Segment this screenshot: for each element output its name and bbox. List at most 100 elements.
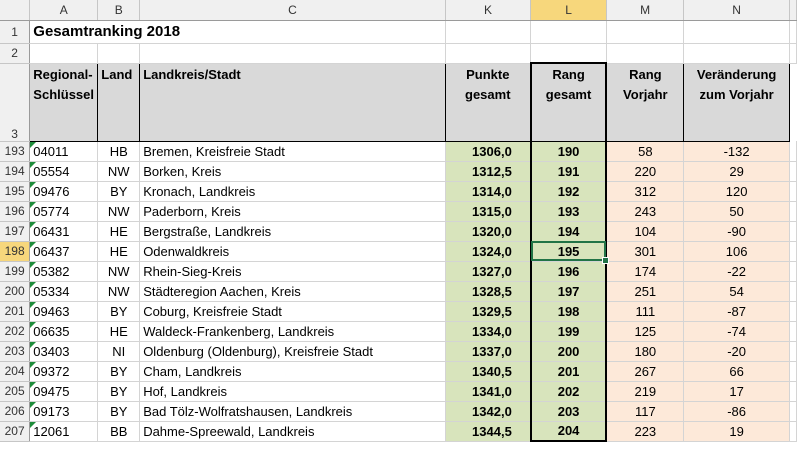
cell[interactable]: [445, 20, 532, 44]
landkreis-cell[interactable]: Waldeck-Frankenberg, Landkreis: [139, 321, 446, 342]
landkreis-cell[interactable]: Bremen, Kreisfreie Stadt: [139, 141, 446, 162]
veraenderung-cell[interactable]: 106: [683, 241, 790, 262]
header-punkte[interactable]: Punkte gesamt: [445, 63, 532, 142]
sheet-title[interactable]: Gesamtranking 2018: [29, 20, 446, 44]
header-rang-vorjahr[interactable]: Rang Vorjahr: [606, 63, 685, 142]
punkte-cell[interactable]: 1324,0: [445, 241, 532, 262]
punkte-cell[interactable]: 1315,0: [445, 201, 532, 222]
header-rang[interactable]: Rang gesamt: [529, 62, 608, 142]
punkte-cell[interactable]: 1320,0: [445, 221, 532, 242]
cell[interactable]: [789, 20, 797, 44]
row-header[interactable]: 196: [0, 201, 31, 222]
cell[interactable]: [789, 301, 797, 322]
column-header-b[interactable]: B: [97, 0, 141, 21]
veraenderung-cell[interactable]: 66: [683, 361, 790, 382]
regional-key-cell[interactable]: 09475: [29, 381, 99, 402]
land-cell[interactable]: BY: [97, 401, 141, 422]
cell[interactable]: [683, 20, 790, 44]
cell[interactable]: [789, 361, 797, 382]
rang-vorjahr-cell[interactable]: 104: [606, 221, 685, 242]
land-cell[interactable]: NI: [97, 341, 141, 362]
regional-key-cell[interactable]: 06437: [29, 241, 99, 262]
row-header[interactable]: 193: [0, 141, 31, 162]
rang-vorjahr-cell[interactable]: 223: [606, 421, 685, 442]
row-header[interactable]: 203: [0, 341, 31, 362]
cell[interactable]: [789, 181, 797, 202]
rang-cell[interactable]: 192: [529, 181, 608, 202]
veraenderung-cell[interactable]: -87: [683, 301, 790, 322]
header-regional-key[interactable]: Regional- Schlüssel: [29, 63, 99, 142]
cell[interactable]: [789, 63, 797, 141]
veraenderung-cell[interactable]: 19: [683, 421, 790, 442]
regional-key-cell[interactable]: 05774: [29, 201, 99, 222]
cell[interactable]: [445, 43, 532, 64]
regional-key-cell[interactable]: 09372: [29, 361, 99, 382]
row-header[interactable]: 206: [0, 401, 31, 422]
rang-cell[interactable]: 202: [529, 381, 608, 402]
row-header[interactable]: 3: [0, 63, 31, 142]
cell[interactable]: [789, 261, 797, 282]
landkreis-cell[interactable]: Städteregion Aachen, Kreis: [139, 281, 446, 302]
cell[interactable]: [789, 141, 797, 162]
veraenderung-cell[interactable]: 120: [683, 181, 790, 202]
row-header[interactable]: 198: [0, 241, 31, 262]
cell[interactable]: [530, 43, 607, 64]
landkreis-cell[interactable]: Cham, Landkreis: [139, 361, 446, 382]
punkte-cell[interactable]: 1334,0: [445, 321, 532, 342]
column-header-m[interactable]: M: [606, 0, 685, 21]
rang-vorjahr-cell[interactable]: 220: [606, 161, 685, 182]
land-cell[interactable]: BY: [97, 361, 141, 382]
regional-key-cell[interactable]: 06635: [29, 321, 99, 342]
veraenderung-cell[interactable]: -20: [683, 341, 790, 362]
cell[interactable]: [789, 43, 797, 64]
rang-vorjahr-cell[interactable]: 251: [606, 281, 685, 302]
cell[interactable]: [606, 20, 685, 44]
punkte-cell[interactable]: 1314,0: [445, 181, 532, 202]
landkreis-cell[interactable]: Coburg, Kreisfreie Stadt: [139, 301, 446, 322]
cell[interactable]: [789, 281, 797, 302]
veraenderung-cell[interactable]: -86: [683, 401, 790, 422]
cell[interactable]: [789, 381, 797, 402]
rang-vorjahr-cell[interactable]: 111: [606, 301, 685, 322]
regional-key-cell[interactable]: 05554: [29, 161, 99, 182]
rang-vorjahr-cell[interactable]: 117: [606, 401, 685, 422]
header-land[interactable]: Land: [97, 63, 141, 142]
cell[interactable]: [29, 43, 99, 64]
row-header[interactable]: 201: [0, 301, 31, 322]
landkreis-cell[interactable]: Bad Tölz-Wolfratshausen, Landkreis: [139, 401, 446, 422]
landkreis-cell[interactable]: Oldenburg (Oldenburg), Kreisfreie Stadt: [139, 341, 446, 362]
rang-vorjahr-cell[interactable]: 180: [606, 341, 685, 362]
cell[interactable]: [789, 221, 797, 242]
regional-key-cell[interactable]: 05382: [29, 261, 99, 282]
rang-cell[interactable]: 199: [529, 321, 608, 342]
regional-key-cell[interactable]: 04011: [29, 141, 99, 162]
cell[interactable]: [139, 43, 446, 64]
cell[interactable]: [530, 20, 607, 44]
row-header[interactable]: 2: [0, 43, 31, 64]
row-header[interactable]: 199: [0, 261, 31, 282]
rang-cell[interactable]: 197: [529, 281, 608, 302]
rang-cell[interactable]: 201: [529, 361, 608, 382]
row-header[interactable]: 195: [0, 181, 31, 202]
punkte-cell[interactable]: 1329,5: [445, 301, 532, 322]
veraenderung-cell[interactable]: -132: [683, 141, 790, 162]
land-cell[interactable]: HE: [97, 321, 141, 342]
rang-vorjahr-cell[interactable]: 219: [606, 381, 685, 402]
regional-key-cell[interactable]: 09476: [29, 181, 99, 202]
landkreis-cell[interactable]: Kronach, Landkreis: [139, 181, 446, 202]
punkte-cell[interactable]: 1342,0: [445, 401, 532, 422]
row-header[interactable]: 205: [0, 381, 31, 402]
rang-vorjahr-cell[interactable]: 125: [606, 321, 685, 342]
veraenderung-cell[interactable]: -74: [683, 321, 790, 342]
cell[interactable]: [789, 161, 797, 182]
rang-cell[interactable]: 203: [529, 401, 608, 422]
punkte-cell[interactable]: 1327,0: [445, 261, 532, 282]
land-cell[interactable]: BY: [97, 181, 141, 202]
land-cell[interactable]: HE: [97, 221, 141, 242]
rang-cell[interactable]: 198: [529, 301, 608, 322]
landkreis-cell[interactable]: Odenwaldkreis: [139, 241, 446, 262]
rang-cell[interactable]: 193: [529, 201, 608, 222]
veraenderung-cell[interactable]: 29: [683, 161, 790, 182]
veraenderung-cell[interactable]: 17: [683, 381, 790, 402]
land-cell[interactable]: HE: [97, 241, 141, 262]
